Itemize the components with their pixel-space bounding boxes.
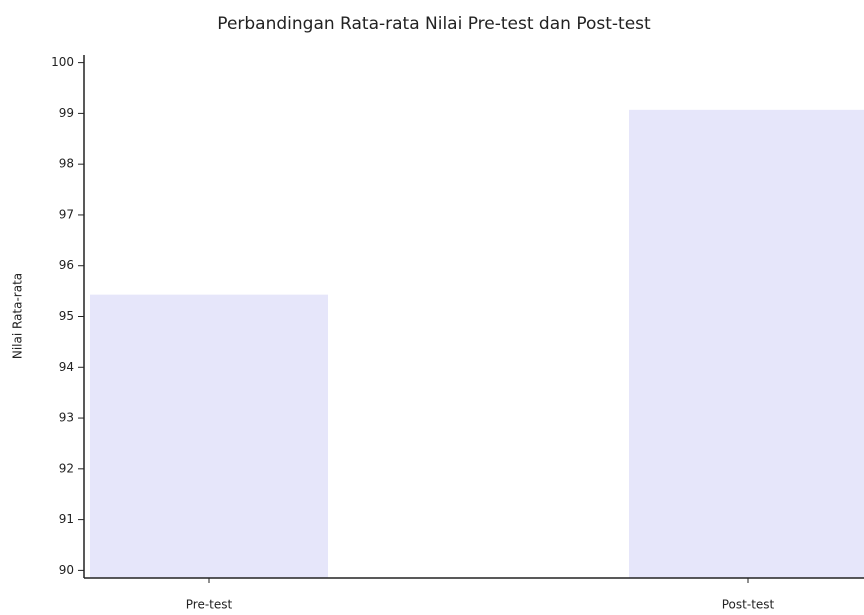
x-tick-label: Post-test (722, 598, 775, 612)
y-tick-label: 97 (59, 207, 74, 221)
y-tick-label: 98 (59, 157, 74, 171)
bar (90, 294, 328, 578)
y-tick-label: 96 (59, 258, 74, 272)
y-tick-label: 94 (59, 360, 74, 374)
y-tick-label: 92 (59, 461, 74, 475)
y-tick-label: 100 (51, 55, 74, 69)
chart-title: Perbandingan Rata-rata Nilai Pre-test da… (217, 14, 651, 34)
y-tick-label: 95 (59, 309, 74, 323)
y-tick-label: 93 (59, 411, 74, 425)
x-tick-label: Pre-test (186, 598, 233, 612)
y-axis-label: Nilai Rata-rata (11, 273, 25, 359)
y-tick-label: 91 (59, 512, 74, 526)
bar (629, 109, 864, 578)
y-tick-label: 99 (59, 106, 74, 120)
y-tick-label: 90 (59, 563, 74, 577)
